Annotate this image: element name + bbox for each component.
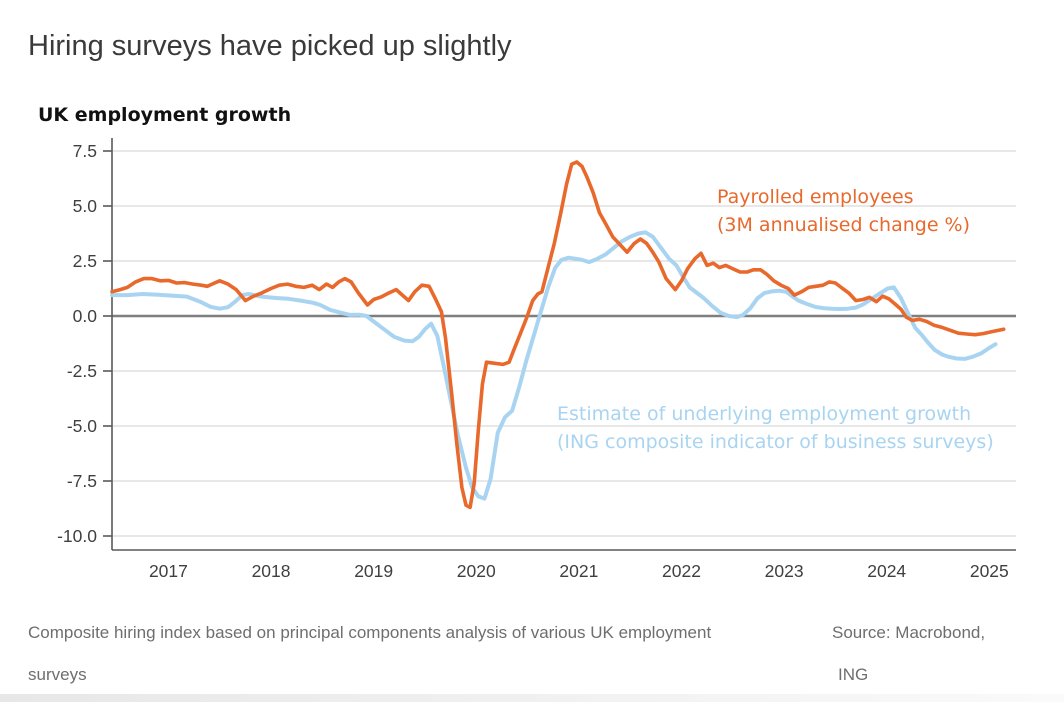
- x-tick-label: 2017: [149, 561, 188, 581]
- legend-estimate-line1: Estimate of underlying employment growth: [557, 403, 972, 425]
- x-tick-label: 2025: [970, 561, 1009, 581]
- y-tick-label: -10.0: [57, 526, 97, 546]
- y-tick-label: 7.5: [73, 141, 97, 161]
- x-tick-label: 2024: [867, 561, 906, 581]
- y-tick-label: -7.5: [67, 471, 97, 491]
- legend-estimate-line2: (ING composite indicator of business sur…: [557, 431, 994, 453]
- y-tick-label: 5.0: [73, 196, 98, 216]
- employment-growth-chart: 7.5 5.0 2.5 0.0 -2.5 -5.0 -7.5 -10.0 2017 2018 201…: [57, 138, 1016, 581]
- x-tick-label: 2021: [559, 561, 598, 581]
- y-tick-label: 2.5: [73, 251, 97, 271]
- x-tick-label: 2018: [252, 561, 291, 581]
- x-tick-label: 2022: [662, 561, 701, 581]
- x-tick-label: 2020: [457, 561, 496, 581]
- x-tick-label: 2019: [354, 561, 393, 581]
- legend-underlying-estimate: Estimate of underlying employment growth…: [557, 400, 994, 456]
- legend-payrolled-line2: (3M annualised change %): [717, 214, 971, 236]
- y-tick-label: 0.0: [73, 306, 98, 326]
- y-tick-label: -5.0: [67, 416, 97, 436]
- source-line2: ING: [838, 665, 869, 684]
- legend-payrolled-employees: Payrolled employees (3M annualised chang…: [717, 183, 970, 239]
- chart-subtitle: UK employment growth: [38, 104, 292, 126]
- legend-payrolled-line1: Payrolled employees: [717, 186, 914, 208]
- page-title: Hiring surveys have picked up slightly: [28, 30, 512, 62]
- bottom-strip: [0, 694, 1064, 702]
- payrolled-line: [110, 160, 1006, 510]
- footnote-line1: Composite hiring index based on principa…: [28, 623, 712, 642]
- source-line1: Source: Macrobond,: [832, 623, 986, 642]
- estimate-line: [110, 230, 998, 501]
- x-tick-label: 2023: [765, 561, 804, 581]
- y-tick-label: -2.5: [67, 361, 97, 381]
- footnote-line2: surveys: [28, 665, 87, 684]
